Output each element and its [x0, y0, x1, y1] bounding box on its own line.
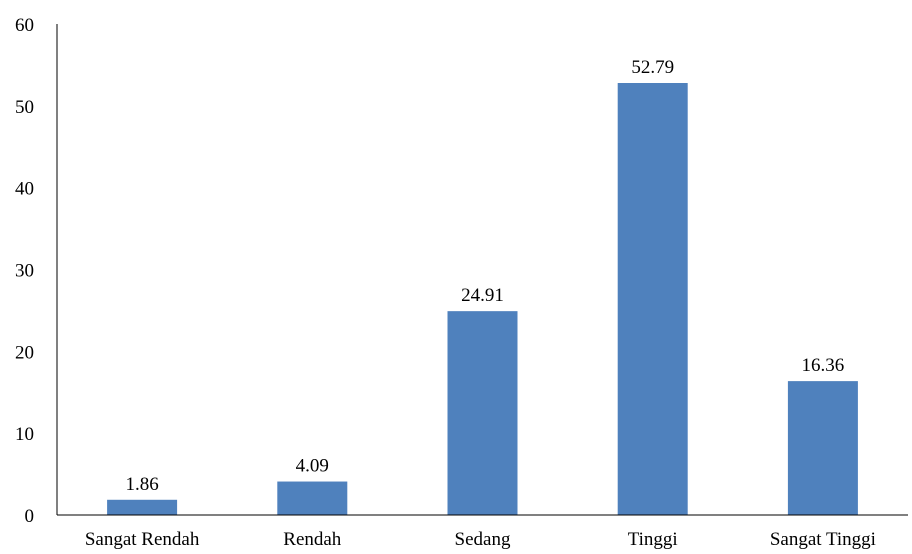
y-tick-label: 10: [15, 424, 34, 445]
x-category-label: Sangat Tinggi: [770, 529, 876, 550]
x-category-label: Sedang: [455, 529, 511, 550]
bars-group: [107, 83, 858, 515]
x-category-label: Rendah: [283, 529, 342, 550]
data-labels-group: 1.86 4.09 24.91 52.79 16.36: [125, 57, 844, 495]
y-tick-label: 40: [15, 179, 34, 200]
bar: [277, 481, 348, 515]
y-tick-label: 50: [15, 97, 34, 118]
x-axis-labels: Sangat Rendah Rendah Sedang Tinggi Sangat Ti…: [85, 529, 876, 550]
data-label: 52.79: [631, 57, 674, 78]
x-category-label: Tinggi: [628, 529, 678, 550]
data-label: 1.86: [125, 474, 158, 495]
y-axis-ticks: 0 10 20 30 40 50 60: [15, 15, 34, 527]
bar: [107, 499, 178, 515]
y-tick-label: 60: [15, 15, 34, 36]
bar: [617, 83, 688, 515]
data-label: 24.91: [461, 285, 504, 306]
x-category-label: Sangat Rendah: [85, 529, 200, 550]
y-tick-label: 0: [25, 506, 35, 527]
bar: [447, 311, 518, 515]
y-tick-label: 30: [15, 261, 34, 282]
data-label: 4.09: [296, 456, 329, 477]
bar: [787, 381, 858, 515]
y-tick-label: 20: [15, 342, 34, 363]
data-label: 16.36: [802, 355, 845, 376]
